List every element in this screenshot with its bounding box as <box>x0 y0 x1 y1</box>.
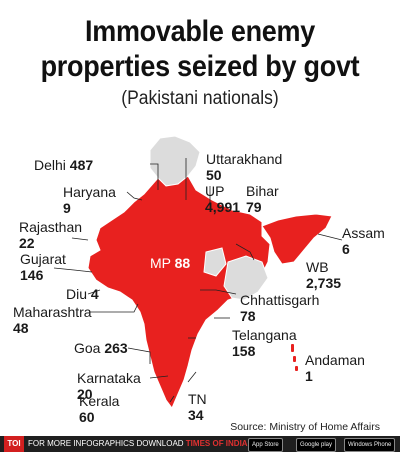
region-central-grey <box>203 247 227 277</box>
source-note: Source: Ministry of Home Affairs <box>230 421 380 433</box>
label-haryana: Haryana 9 <box>63 184 116 216</box>
toi-logo: TOI <box>4 436 24 452</box>
label-andaman: Andaman 1 <box>305 352 365 384</box>
label-wb: WB 2,735 <box>306 259 342 291</box>
subtitle: (Pakistani nationals) <box>121 88 279 109</box>
region-northeast <box>261 213 333 265</box>
label-delhi: Delhi 487 <box>34 157 94 173</box>
region-north-grey <box>149 135 201 187</box>
label-mp: MP 88 <box>150 255 191 271</box>
region-highlight <box>87 175 271 409</box>
label-karnataka: Karnataka 20 <box>77 370 141 402</box>
leader-lines <box>53 158 343 403</box>
windows-phone-badge[interactable]: Windows Phone <box>344 438 396 452</box>
label-rajasthan: Rajasthan 22 <box>19 219 83 251</box>
label-telangana: Telangana 158 <box>232 327 297 359</box>
app-store-badge[interactable]: App Store <box>248 438 283 452</box>
label-goa: Goa 263 <box>74 340 128 356</box>
label-assam: Assam 6 <box>342 225 385 257</box>
label-uttarakhand: Uttarakhand 50 <box>206 151 283 183</box>
label-tn: TN 34 <box>188 391 207 423</box>
label-chhattisgarh: Chhattisgarh 78 <box>240 292 320 324</box>
label-up: UP 4,991 <box>205 183 241 215</box>
label-gujarat: Gujarat 146 <box>20 251 66 283</box>
footer-banner: TOI FOR MORE INFOGRAPHICS DOWNLOAD TIMES… <box>0 436 400 452</box>
title-line-1: Immovable enemy <box>84 15 316 48</box>
google-play-badge[interactable]: Google play <box>296 438 337 452</box>
label-maharashtra: Maharashtra 48 <box>13 304 92 336</box>
footer-text: FOR MORE INFOGRAPHICS DOWNLOAD TIMES OF … <box>28 439 266 448</box>
andaman-islands <box>291 344 298 371</box>
region-east-grey <box>223 255 269 301</box>
label-kerala: Kerala 60 <box>79 393 120 425</box>
title-line-2: properties seized by govt <box>40 50 360 83</box>
label-bihar: Bihar 79 <box>246 183 279 215</box>
label-diu: Diu 4 <box>66 286 99 302</box>
label-ap: AP 1 <box>200 333 219 365</box>
